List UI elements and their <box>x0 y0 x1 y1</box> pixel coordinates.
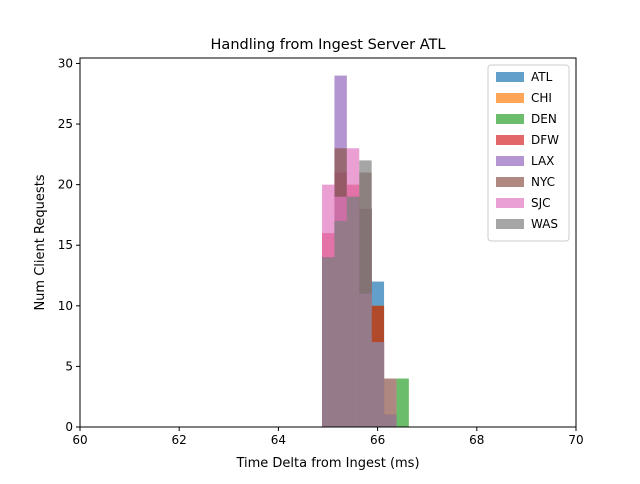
x-tick-label: 68 <box>469 433 484 447</box>
y-tick-label: 30 <box>58 56 73 70</box>
bar-was-3 <box>359 160 372 427</box>
y-axis-label: Num Client Requests <box>33 174 48 310</box>
legend-label-chi: CHI <box>531 91 552 105</box>
y-axis: 0 5 10 15 20 25 30 <box>58 56 80 434</box>
bar-den-6 <box>396 378 409 427</box>
bar-was-2 <box>346 196 360 427</box>
y-tick-label: 15 <box>58 238 73 252</box>
legend-swatch-chi <box>496 93 524 103</box>
legend-swatch-lax <box>496 156 524 166</box>
legend-label-lax: LAX <box>531 154 554 168</box>
legend-label-nyc: NYC <box>531 175 555 189</box>
legend: ATL CHI DEN DFW LAX NYC SJC WAS <box>487 64 570 242</box>
legend-swatch-nyc <box>496 177 524 187</box>
x-axis: 60 62 64 66 68 70 <box>72 427 584 447</box>
x-tick-label: 66 <box>370 433 385 447</box>
x-tick-label: 64 <box>271 433 286 447</box>
plot-frame <box>79 57 577 428</box>
y-tick-label: 5 <box>65 359 73 373</box>
x-axis-label: Time Delta from Ingest (ms) <box>235 456 419 471</box>
legend-frame <box>487 64 570 242</box>
bar-was-1 <box>334 220 347 427</box>
y-tick-label: 0 <box>65 420 73 434</box>
x-tick-label: 60 <box>72 433 87 447</box>
legend-swatch-atl <box>496 72 524 82</box>
legend-swatch-sjc <box>496 198 524 208</box>
legend-label-den: DEN <box>531 112 557 126</box>
legend-swatch-dfw <box>496 135 524 145</box>
bar-was-0 <box>322 257 335 427</box>
legend-label-atl: ATL <box>531 70 553 84</box>
x-tick-label: 70 <box>568 433 583 447</box>
legend-label-was: WAS <box>531 217 558 231</box>
y-tick-label: 25 <box>58 117 73 131</box>
legend-label-sjc: SJC <box>531 196 551 210</box>
bar-was-5 <box>384 414 397 427</box>
y-tick-label: 20 <box>58 178 73 192</box>
plot-bars <box>322 75 409 427</box>
legend-label-dfw: DFW <box>531 133 559 147</box>
y-tick-label: 10 <box>58 299 73 313</box>
bar-was-4 <box>371 342 385 427</box>
legend-swatch-was <box>496 219 524 229</box>
chart-title: Handling from Ingest Server ATL <box>211 37 446 53</box>
x-tick-label: 62 <box>172 433 187 447</box>
legend-swatch-den <box>496 114 524 124</box>
